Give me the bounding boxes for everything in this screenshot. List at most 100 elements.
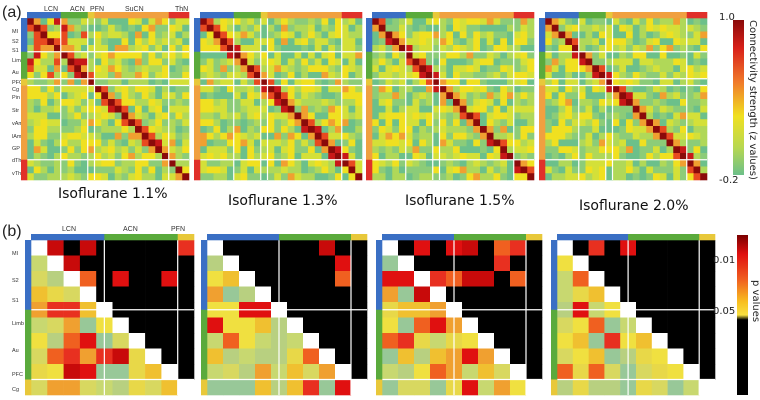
matrix-cell bbox=[200, 31, 208, 39]
matrix-cell bbox=[545, 72, 553, 80]
matrix-cell bbox=[308, 24, 316, 32]
matrix-cell bbox=[558, 45, 566, 53]
matrix-cell bbox=[128, 271, 146, 287]
matrix-cell bbox=[459, 92, 467, 100]
matrix-cell bbox=[619, 38, 627, 46]
matrix-cell bbox=[385, 58, 393, 66]
matrix-cell bbox=[155, 31, 163, 39]
matrix-cell bbox=[493, 126, 501, 134]
matrix-cell bbox=[128, 126, 136, 134]
matrix-cell bbox=[128, 153, 136, 161]
matrix-cell bbox=[101, 132, 109, 140]
matrix-cell bbox=[686, 65, 694, 73]
matrix-cell bbox=[155, 92, 163, 100]
matrix-cell bbox=[626, 112, 634, 120]
matrix-cell bbox=[87, 24, 95, 32]
matrix-cell bbox=[33, 85, 41, 93]
matrix-cell bbox=[255, 271, 272, 287]
matrix-cell bbox=[47, 153, 55, 161]
matrix-cell bbox=[281, 72, 289, 80]
matrix-cell bbox=[659, 132, 667, 140]
title-4: Isoflurane 2.0% bbox=[579, 198, 689, 214]
matrix-cell bbox=[572, 159, 580, 167]
matrix-cell bbox=[453, 85, 461, 93]
matrix-cell bbox=[40, 112, 48, 120]
matrix-cell bbox=[287, 240, 304, 256]
matrix-cell bbox=[200, 45, 208, 53]
matrix-cell bbox=[27, 112, 35, 120]
matrix-cell bbox=[378, 159, 386, 167]
matrix-cell bbox=[94, 72, 102, 80]
matrix-cell bbox=[430, 317, 447, 334]
matrix-cell bbox=[673, 126, 681, 134]
matrix-cell bbox=[267, 72, 275, 80]
matrix-cell bbox=[155, 18, 163, 26]
matrix-cell bbox=[254, 24, 262, 32]
matrix-cell bbox=[419, 92, 427, 100]
matrix-cell bbox=[281, 31, 289, 39]
matrix-cell bbox=[47, 45, 55, 53]
matrix-cell bbox=[182, 92, 190, 100]
matrix-cell bbox=[240, 78, 248, 86]
matrix-cell bbox=[294, 18, 302, 26]
matrix-cell bbox=[321, 146, 329, 154]
matrix-cell bbox=[527, 45, 535, 53]
group-band-left bbox=[551, 309, 558, 380]
matrix-cell bbox=[101, 105, 109, 113]
matrix-cell bbox=[426, 166, 434, 174]
matrix-cell bbox=[551, 173, 559, 181]
matrix-cell bbox=[168, 126, 176, 134]
matrix-cell bbox=[558, 166, 566, 174]
group-band-left bbox=[539, 159, 546, 181]
matrix-cell bbox=[94, 31, 102, 39]
matrix-cell bbox=[693, 85, 701, 93]
matrix-cell bbox=[213, 112, 221, 120]
matrix-cell bbox=[239, 240, 256, 256]
matrix-cell bbox=[446, 51, 454, 59]
matrix-cell bbox=[175, 119, 183, 127]
matrix-cell bbox=[60, 132, 68, 140]
matrix-cell bbox=[54, 92, 62, 100]
matrix-cell bbox=[267, 153, 275, 161]
group-band-left bbox=[25, 309, 32, 380]
matrix-cell bbox=[378, 132, 386, 140]
matrix-cell bbox=[510, 317, 527, 334]
matrix-cell bbox=[572, 92, 580, 100]
matrix-cell bbox=[426, 18, 434, 26]
matrix-cell bbox=[392, 85, 400, 93]
matrix-cell bbox=[414, 286, 431, 303]
matrix-cell bbox=[255, 348, 272, 365]
matrix-cell bbox=[274, 38, 282, 46]
matrix-cell bbox=[31, 271, 48, 287]
title-2: Isoflurane 1.3% bbox=[228, 193, 338, 209]
matrix-cell bbox=[646, 45, 654, 53]
matrix-cell bbox=[385, 139, 393, 147]
matrix-cell bbox=[308, 119, 316, 127]
matrix-cell bbox=[27, 92, 35, 100]
matrix-cell bbox=[439, 132, 447, 140]
matrix-cell bbox=[466, 72, 474, 80]
matrix-cell bbox=[592, 18, 600, 26]
matrix-cell bbox=[419, 45, 427, 53]
matrix-cell bbox=[636, 271, 653, 287]
matrix-cell bbox=[121, 24, 129, 32]
matrix-cell bbox=[412, 24, 420, 32]
matrix-cell bbox=[240, 85, 248, 93]
matrix-cell bbox=[588, 348, 605, 365]
matrix-cell bbox=[565, 85, 573, 93]
matrix-cell bbox=[572, 271, 589, 287]
matrix-cell bbox=[135, 159, 143, 167]
matrix-cell bbox=[60, 78, 68, 86]
matrix-cell bbox=[121, 146, 129, 154]
matrix-cell bbox=[308, 139, 316, 147]
matrix-cell bbox=[551, 105, 559, 113]
matrix-cell bbox=[108, 119, 116, 127]
matrix-cell bbox=[60, 38, 68, 46]
matrix-cell bbox=[355, 173, 363, 181]
matrix-cell bbox=[40, 24, 48, 32]
matrix-cell bbox=[287, 92, 295, 100]
matrix-cell bbox=[321, 132, 329, 140]
matrix-cell bbox=[87, 78, 95, 86]
matrix-cell bbox=[486, 58, 494, 66]
matrix-cell bbox=[27, 78, 35, 86]
